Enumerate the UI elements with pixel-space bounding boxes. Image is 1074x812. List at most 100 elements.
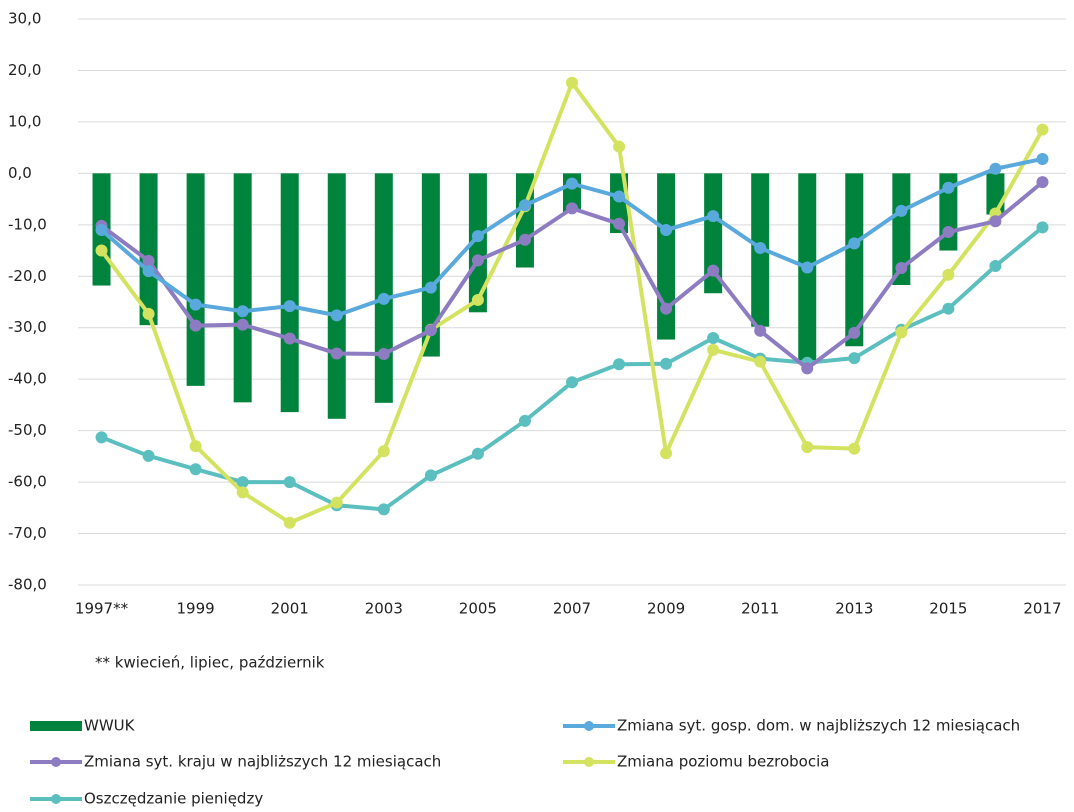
marker (471, 293, 484, 306)
legend-marker (584, 757, 594, 767)
marker (189, 319, 202, 332)
marker (142, 449, 155, 462)
marker (236, 318, 249, 331)
marker (989, 215, 1002, 228)
marker (660, 447, 673, 460)
bar (845, 173, 864, 347)
marker (518, 199, 531, 212)
marker (236, 476, 249, 489)
marker (1036, 221, 1049, 234)
marker (377, 347, 390, 360)
bar (704, 173, 723, 294)
marker (801, 261, 814, 274)
marker (942, 302, 955, 315)
marker (989, 259, 1002, 272)
legend-item: Zmiana poziomu bezrobocia (563, 753, 829, 771)
y-tick-label: -50,0 (8, 421, 47, 439)
marker (613, 217, 626, 230)
bar (327, 173, 346, 419)
bar (186, 173, 205, 386)
y-tick-label: 0,0 (8, 164, 32, 182)
bar (233, 173, 252, 403)
marker (942, 226, 955, 239)
marker (1036, 123, 1049, 136)
marker (424, 281, 437, 294)
marker (424, 469, 437, 482)
marker (895, 204, 908, 217)
marker (377, 503, 390, 516)
y-tick-label: -60,0 (8, 473, 47, 491)
marker (1036, 152, 1049, 165)
marker (613, 190, 626, 203)
legend-swatch (30, 721, 82, 731)
marker (377, 292, 390, 305)
marker (989, 162, 1002, 175)
legend-label: Zmiana syt. gosp. dom. w najbliższych 12… (617, 717, 1020, 735)
legend-label: Zmiana syt. kraju w najbliższych 12 mies… (84, 753, 441, 771)
bar (374, 173, 393, 403)
x-tick-label: 1997** (75, 600, 129, 618)
y-tick-label: -10,0 (8, 215, 47, 233)
marker (142, 254, 155, 267)
footnote: ** kwiecień, lipiec, październik (95, 654, 325, 672)
marker (566, 202, 578, 215)
marker (942, 181, 955, 194)
x-tick-label: 2015 (929, 600, 967, 618)
x-tick-label: 2003 (365, 600, 403, 618)
legend-marker (51, 757, 61, 767)
legend-label: Oszczędzanie pieniędzy (84, 790, 263, 808)
legend-marker (584, 721, 594, 731)
marker (95, 431, 108, 444)
marker (236, 486, 249, 499)
marker (895, 326, 908, 339)
marker (377, 445, 390, 458)
marker (707, 264, 720, 277)
marker (848, 442, 861, 455)
legend-marker (51, 794, 61, 804)
marker (707, 332, 720, 345)
x-tick-label: 2001 (271, 600, 309, 618)
x-tick-label: 2017 (1023, 600, 1061, 618)
y-tick-label: -30,0 (8, 318, 47, 336)
marker (189, 440, 202, 453)
marker (707, 210, 720, 223)
marker (613, 140, 626, 153)
y-tick-label: -40,0 (8, 370, 47, 388)
marker (754, 355, 767, 368)
bar (280, 173, 299, 413)
x-tick-label: 2011 (741, 600, 779, 618)
marker (801, 362, 814, 375)
marker (95, 244, 108, 257)
marker (613, 358, 626, 371)
marker (283, 476, 296, 489)
bar (892, 173, 911, 286)
marker (424, 324, 437, 337)
marker (189, 463, 202, 476)
bar (421, 173, 440, 357)
marker (1036, 176, 1049, 189)
marker (471, 230, 484, 243)
marker (330, 347, 343, 360)
marker (754, 324, 767, 337)
marker (566, 76, 578, 89)
marker (801, 441, 814, 454)
legend-item: WWUK (30, 717, 136, 735)
marker (142, 307, 155, 320)
marker (518, 233, 531, 246)
marker (330, 496, 343, 509)
marker (283, 300, 296, 313)
marker (95, 223, 108, 236)
marker (660, 302, 673, 315)
marker (754, 241, 767, 254)
y-tick-label: 30,0 (8, 10, 41, 28)
legend-label: Zmiana poziomu bezrobocia (617, 753, 829, 771)
marker (942, 268, 955, 281)
marker (142, 265, 155, 278)
marker (660, 357, 673, 370)
x-tick-label: 2013 (835, 600, 873, 618)
legend-item: Zmiana syt. gosp. dom. w najbliższych 12… (563, 717, 1020, 735)
marker (660, 223, 673, 236)
marker (283, 332, 296, 345)
marker (848, 352, 861, 365)
